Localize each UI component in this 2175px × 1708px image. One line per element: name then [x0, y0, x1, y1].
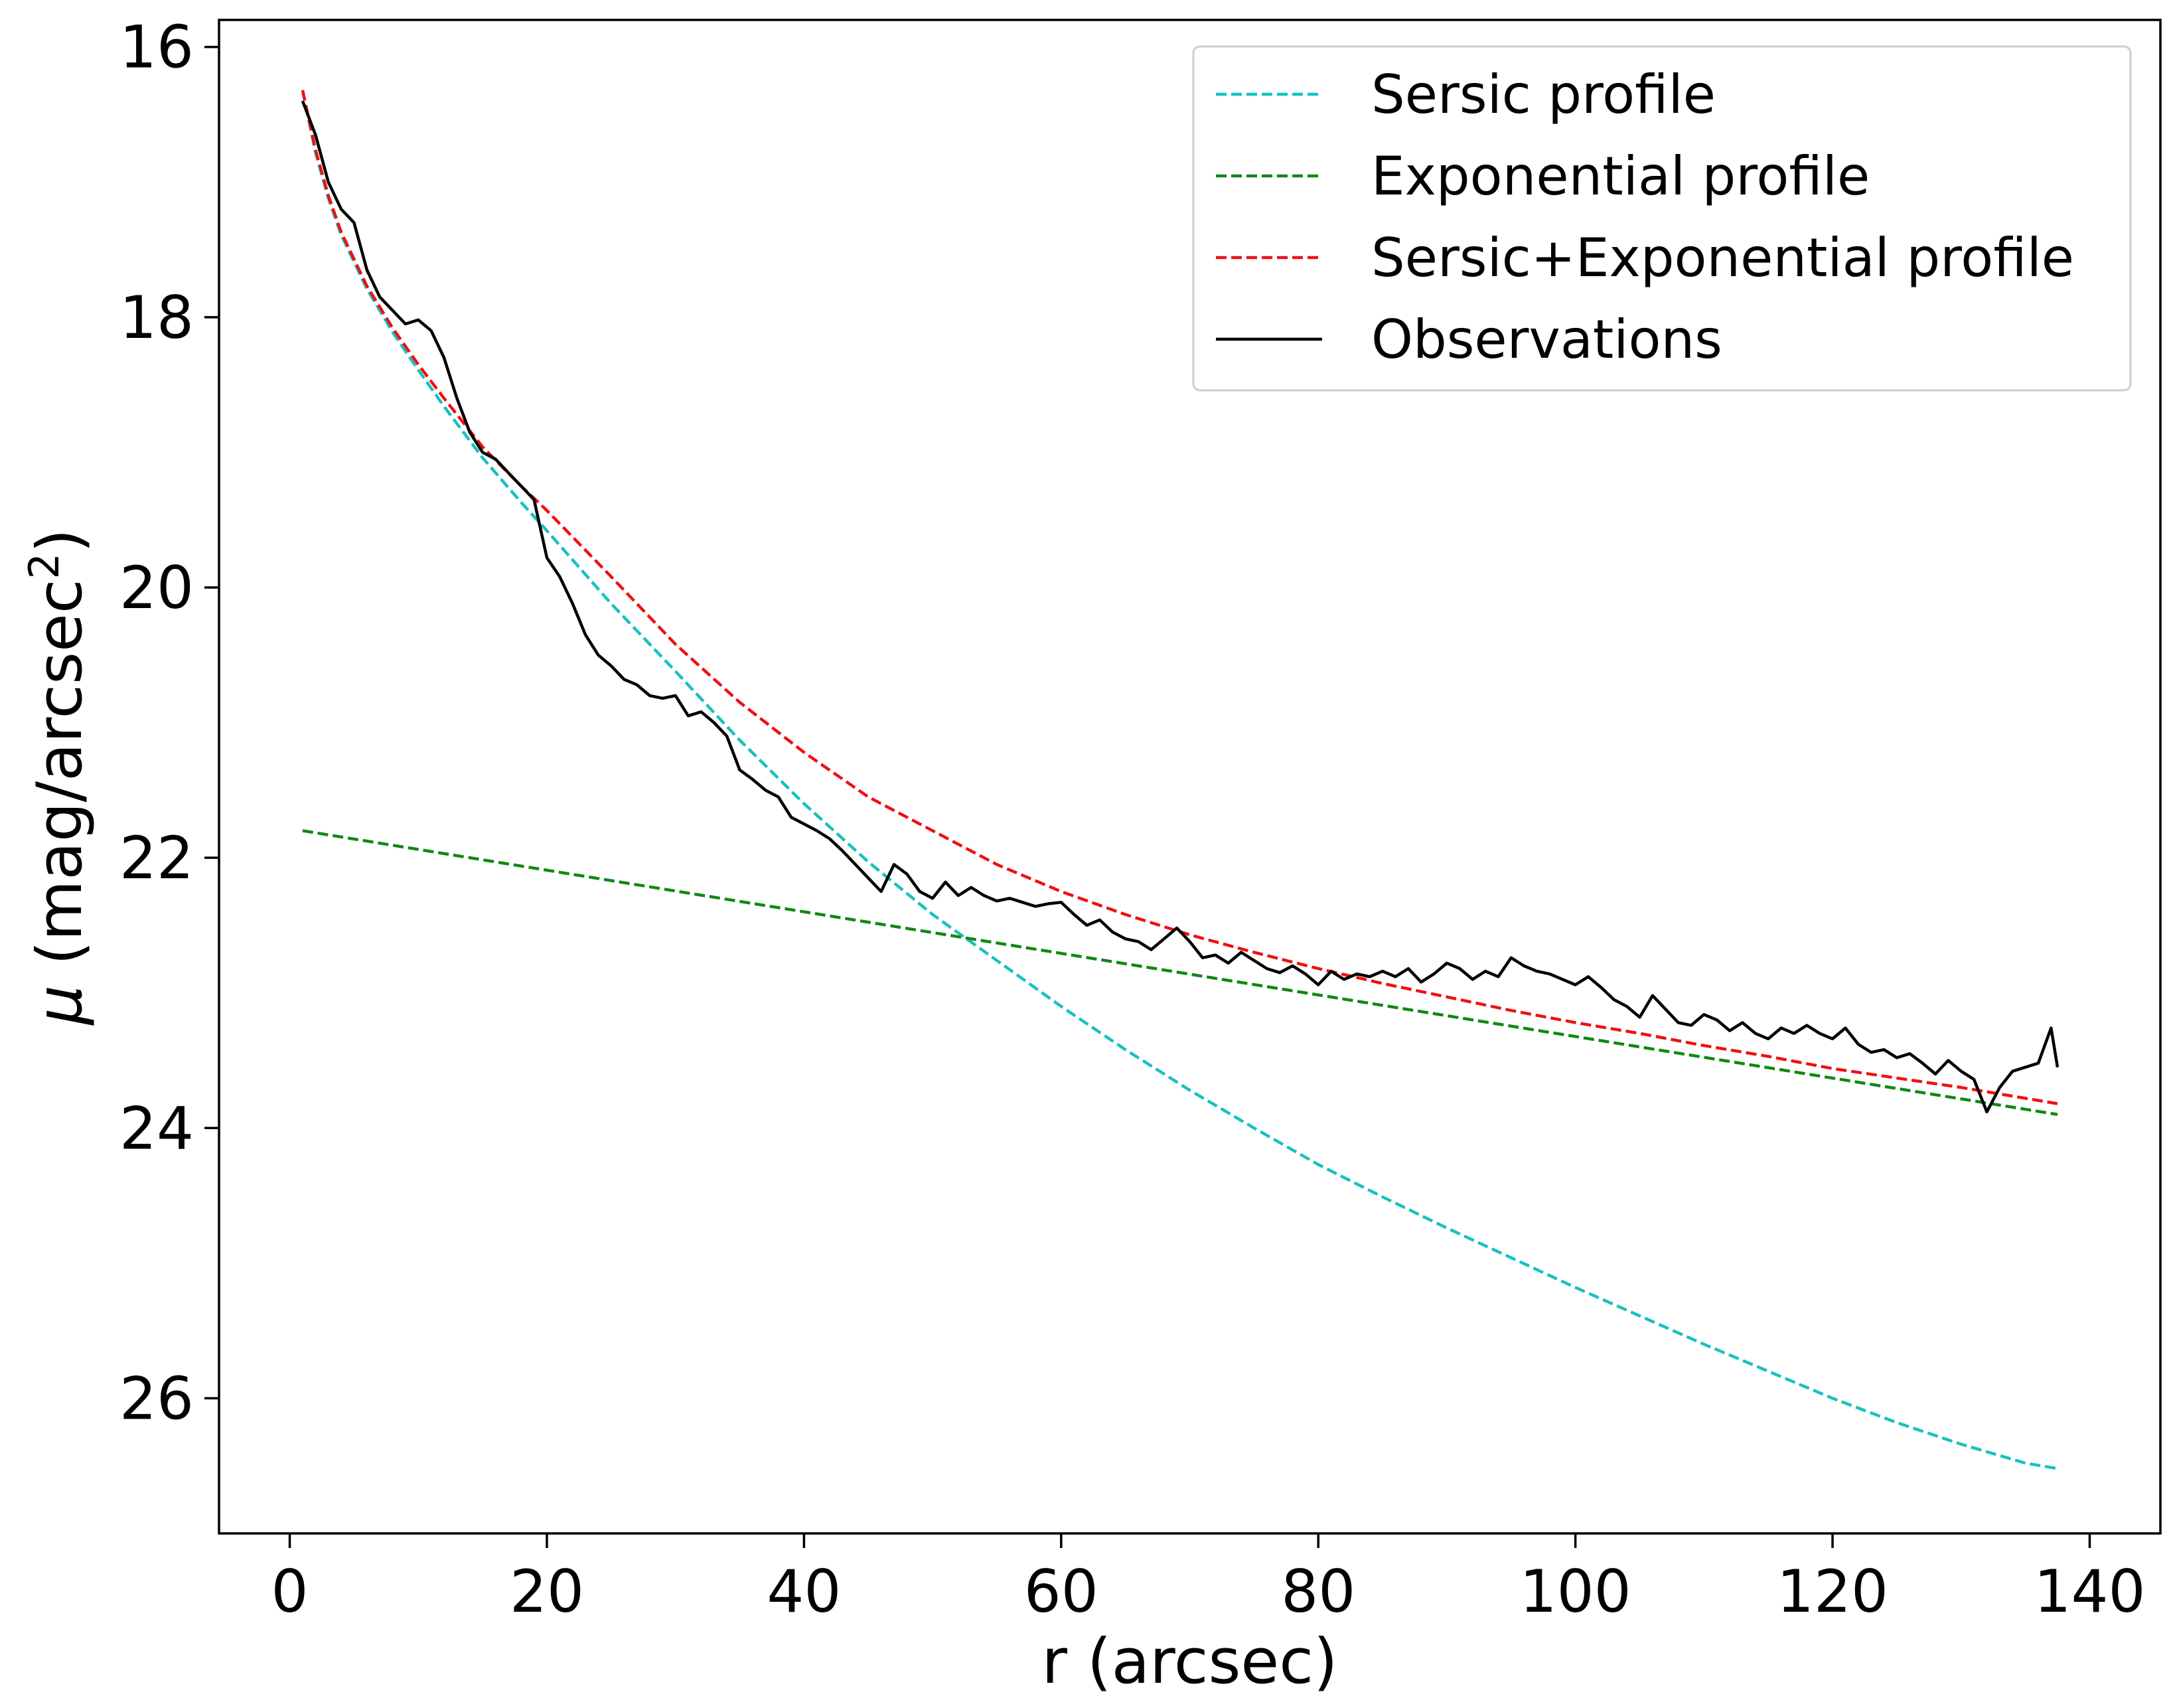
- y-axis-unit: (mag/arcsec: [24, 579, 96, 984]
- plot-frame: [218, 19, 2162, 1535]
- series-line-sersic-profile: [301, 90, 2058, 1470]
- plot-lines: [301, 90, 2060, 1470]
- y-axis-label: μ (mag/arcsec2): [20, 528, 96, 1026]
- y-tick-label: 18: [119, 283, 194, 352]
- series-line-exponential-profile: [302, 829, 2058, 1117]
- y-tick-label: 26: [119, 1364, 194, 1433]
- legend: Sersic profile Exponential profile Sersic+…: [1192, 45, 2132, 392]
- x-tick-label: 20: [510, 1557, 584, 1626]
- y-tick-label: 20: [119, 554, 194, 622]
- x-tick-label: 100: [1520, 1557, 1631, 1626]
- y-tick-label: 22: [119, 824, 194, 892]
- series-line-observations: [301, 100, 2060, 1114]
- legend-label-sersic-profile: Sersic profile: [1371, 64, 1716, 125]
- legend-label-observations: Observations: [1371, 309, 1722, 370]
- x-tick-label: 120: [1777, 1557, 1888, 1626]
- legend-items: Sersic profile Exponential profile Sersic+…: [1216, 64, 2074, 370]
- y-tick-label: 24: [119, 1094, 194, 1162]
- x-tick-label: 80: [1281, 1557, 1355, 1626]
- y-axis-ticks: 16 18 20 22 24 26: [119, 13, 219, 1433]
- x-axis-ticks: 0 20 40 60 80 100 120 140: [271, 1533, 2145, 1626]
- y-axis-unit-close: ): [24, 528, 96, 553]
- legend-box: [1192, 45, 2132, 392]
- legend-label-exponential-profile: Exponential profile: [1371, 145, 1870, 207]
- y-axis-unit-superscript: 2: [20, 553, 68, 579]
- legend-label-sersic-exponential-profile: Sersic+Exponential profile: [1371, 227, 2074, 289]
- x-tick-label: 40: [767, 1557, 841, 1626]
- x-tick-label: 60: [1024, 1557, 1098, 1626]
- x-tick-label: 140: [2034, 1557, 2145, 1626]
- x-tick-label: 0: [271, 1557, 309, 1626]
- x-axis-label: r (arcsec): [1041, 1626, 1337, 1698]
- series-line-sersic-exponential-profile: [301, 90, 2058, 1105]
- y-tick-label: 16: [119, 13, 194, 82]
- y-axis-symbol: μ: [24, 985, 96, 1026]
